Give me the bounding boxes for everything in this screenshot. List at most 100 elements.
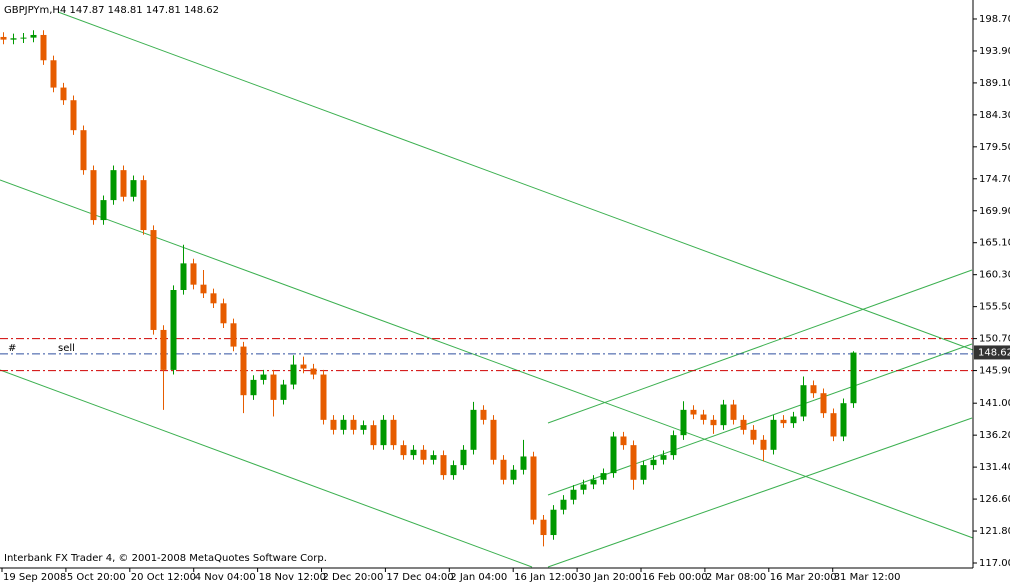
footer: Interbank FX Trader 4, © 2001-2008 MetaQ… xyxy=(4,553,327,564)
y-tick-label: 136.20 xyxy=(979,430,1010,441)
y-tick-label: 145.90 xyxy=(979,366,1010,377)
candle-body xyxy=(270,374,277,400)
y-tick-label: 169.90 xyxy=(979,206,1010,217)
candle-body xyxy=(20,37,27,39)
candle-body xyxy=(410,449,417,456)
candle-body xyxy=(440,455,447,476)
candle-body xyxy=(740,419,747,430)
candle-body xyxy=(330,419,337,430)
candle-body xyxy=(660,455,667,460)
candle-body xyxy=(770,419,777,450)
candle-body xyxy=(700,414,707,420)
candle-body xyxy=(460,449,467,466)
candle-body xyxy=(750,429,757,440)
candle-body xyxy=(720,404,727,426)
x-tick-label: 16 Mar 20:00 xyxy=(770,572,837,583)
y-tick-label: 184.30 xyxy=(979,110,1010,121)
candle-body xyxy=(130,180,137,197)
candle-body xyxy=(450,465,457,476)
y-tick-label: 179.50 xyxy=(979,142,1010,153)
candle-body xyxy=(620,436,627,446)
candle-body xyxy=(610,436,617,474)
x-tick-label: 31 Mar 12:00 xyxy=(834,572,901,583)
candle-body xyxy=(60,87,67,101)
candle-body xyxy=(280,384,287,400)
candle-body xyxy=(140,180,147,231)
candle-body xyxy=(220,303,227,324)
candle-body xyxy=(670,435,677,456)
trend-line xyxy=(547,269,973,424)
candle-body xyxy=(380,419,387,446)
trend-line xyxy=(547,417,973,568)
candle-body xyxy=(850,352,857,404)
candle-body xyxy=(730,404,737,420)
y-tick-label: 165.10 xyxy=(979,238,1010,249)
x-tick-label: 5 Oct 20:00 xyxy=(67,572,126,583)
candle-body xyxy=(580,484,587,490)
candle-body xyxy=(540,519,547,536)
candle-body xyxy=(780,419,787,424)
candle-body xyxy=(340,419,347,430)
x-tick-label: 2 Jan 04:00 xyxy=(450,572,507,583)
candle-body xyxy=(710,419,717,426)
candle-body xyxy=(160,329,167,370)
candle-body xyxy=(110,170,117,201)
candle-body xyxy=(800,385,807,417)
candle-body xyxy=(240,346,247,396)
chart-title: GBPJPYm,H4 147.87 148.81 147.81 148.62 xyxy=(4,5,219,16)
candle-body xyxy=(490,419,497,460)
candle-body xyxy=(180,263,187,290)
candle-body xyxy=(480,409,487,420)
candle-body xyxy=(310,368,317,375)
last-price-box xyxy=(974,345,1010,360)
y-tick-label: 198.70 xyxy=(979,14,1010,25)
candle-body xyxy=(190,263,197,285)
candle-body xyxy=(600,473,607,480)
x-tick-label: 16 Jan 12:00 xyxy=(514,572,577,583)
x-tick-label: 19 Sep 2008 xyxy=(3,572,66,583)
candle-body xyxy=(90,170,97,221)
candle-body xyxy=(550,509,557,536)
candle-body xyxy=(820,393,827,414)
trend-line xyxy=(57,11,974,351)
candle-body xyxy=(570,489,577,500)
candle-body xyxy=(400,445,407,456)
y-tick-label: 121.80 xyxy=(979,526,1010,537)
candle-body xyxy=(830,413,837,437)
candle-body xyxy=(320,374,327,420)
candle-body xyxy=(100,200,107,221)
candle-body xyxy=(420,449,427,460)
candle-body xyxy=(40,34,47,61)
candle-body xyxy=(360,425,367,430)
order-marker: # xyxy=(8,343,16,354)
y-tick-label: 131.40 xyxy=(979,462,1010,473)
y-tick-label: 150.70 xyxy=(979,334,1010,345)
candle-body xyxy=(430,455,437,460)
y-tick-label: 126.60 xyxy=(979,494,1010,505)
x-tick-label: 18 Nov 12:00 xyxy=(259,572,326,583)
candle-body xyxy=(810,385,817,394)
candle-body xyxy=(630,445,637,480)
candle-body xyxy=(80,130,87,171)
candle-body xyxy=(680,409,687,436)
candle-body xyxy=(70,100,77,131)
candle-body xyxy=(300,364,307,369)
candle-body xyxy=(650,459,657,466)
candle-body xyxy=(760,439,767,450)
trend-line xyxy=(0,369,533,568)
candle-body xyxy=(0,36,7,40)
candle-body xyxy=(290,364,297,385)
candle-body xyxy=(500,459,507,480)
candle-body xyxy=(790,416,797,424)
candle-body xyxy=(840,403,847,437)
y-tick-label: 189.10 xyxy=(979,78,1010,89)
x-tick-label: 30 Jan 20:00 xyxy=(578,572,641,583)
last-price-label: 148.62 xyxy=(978,347,1010,358)
candle-body xyxy=(250,379,257,396)
candle-body xyxy=(370,425,377,446)
candle-body xyxy=(210,293,217,304)
candle-body xyxy=(120,170,127,197)
candle-body xyxy=(50,60,57,88)
